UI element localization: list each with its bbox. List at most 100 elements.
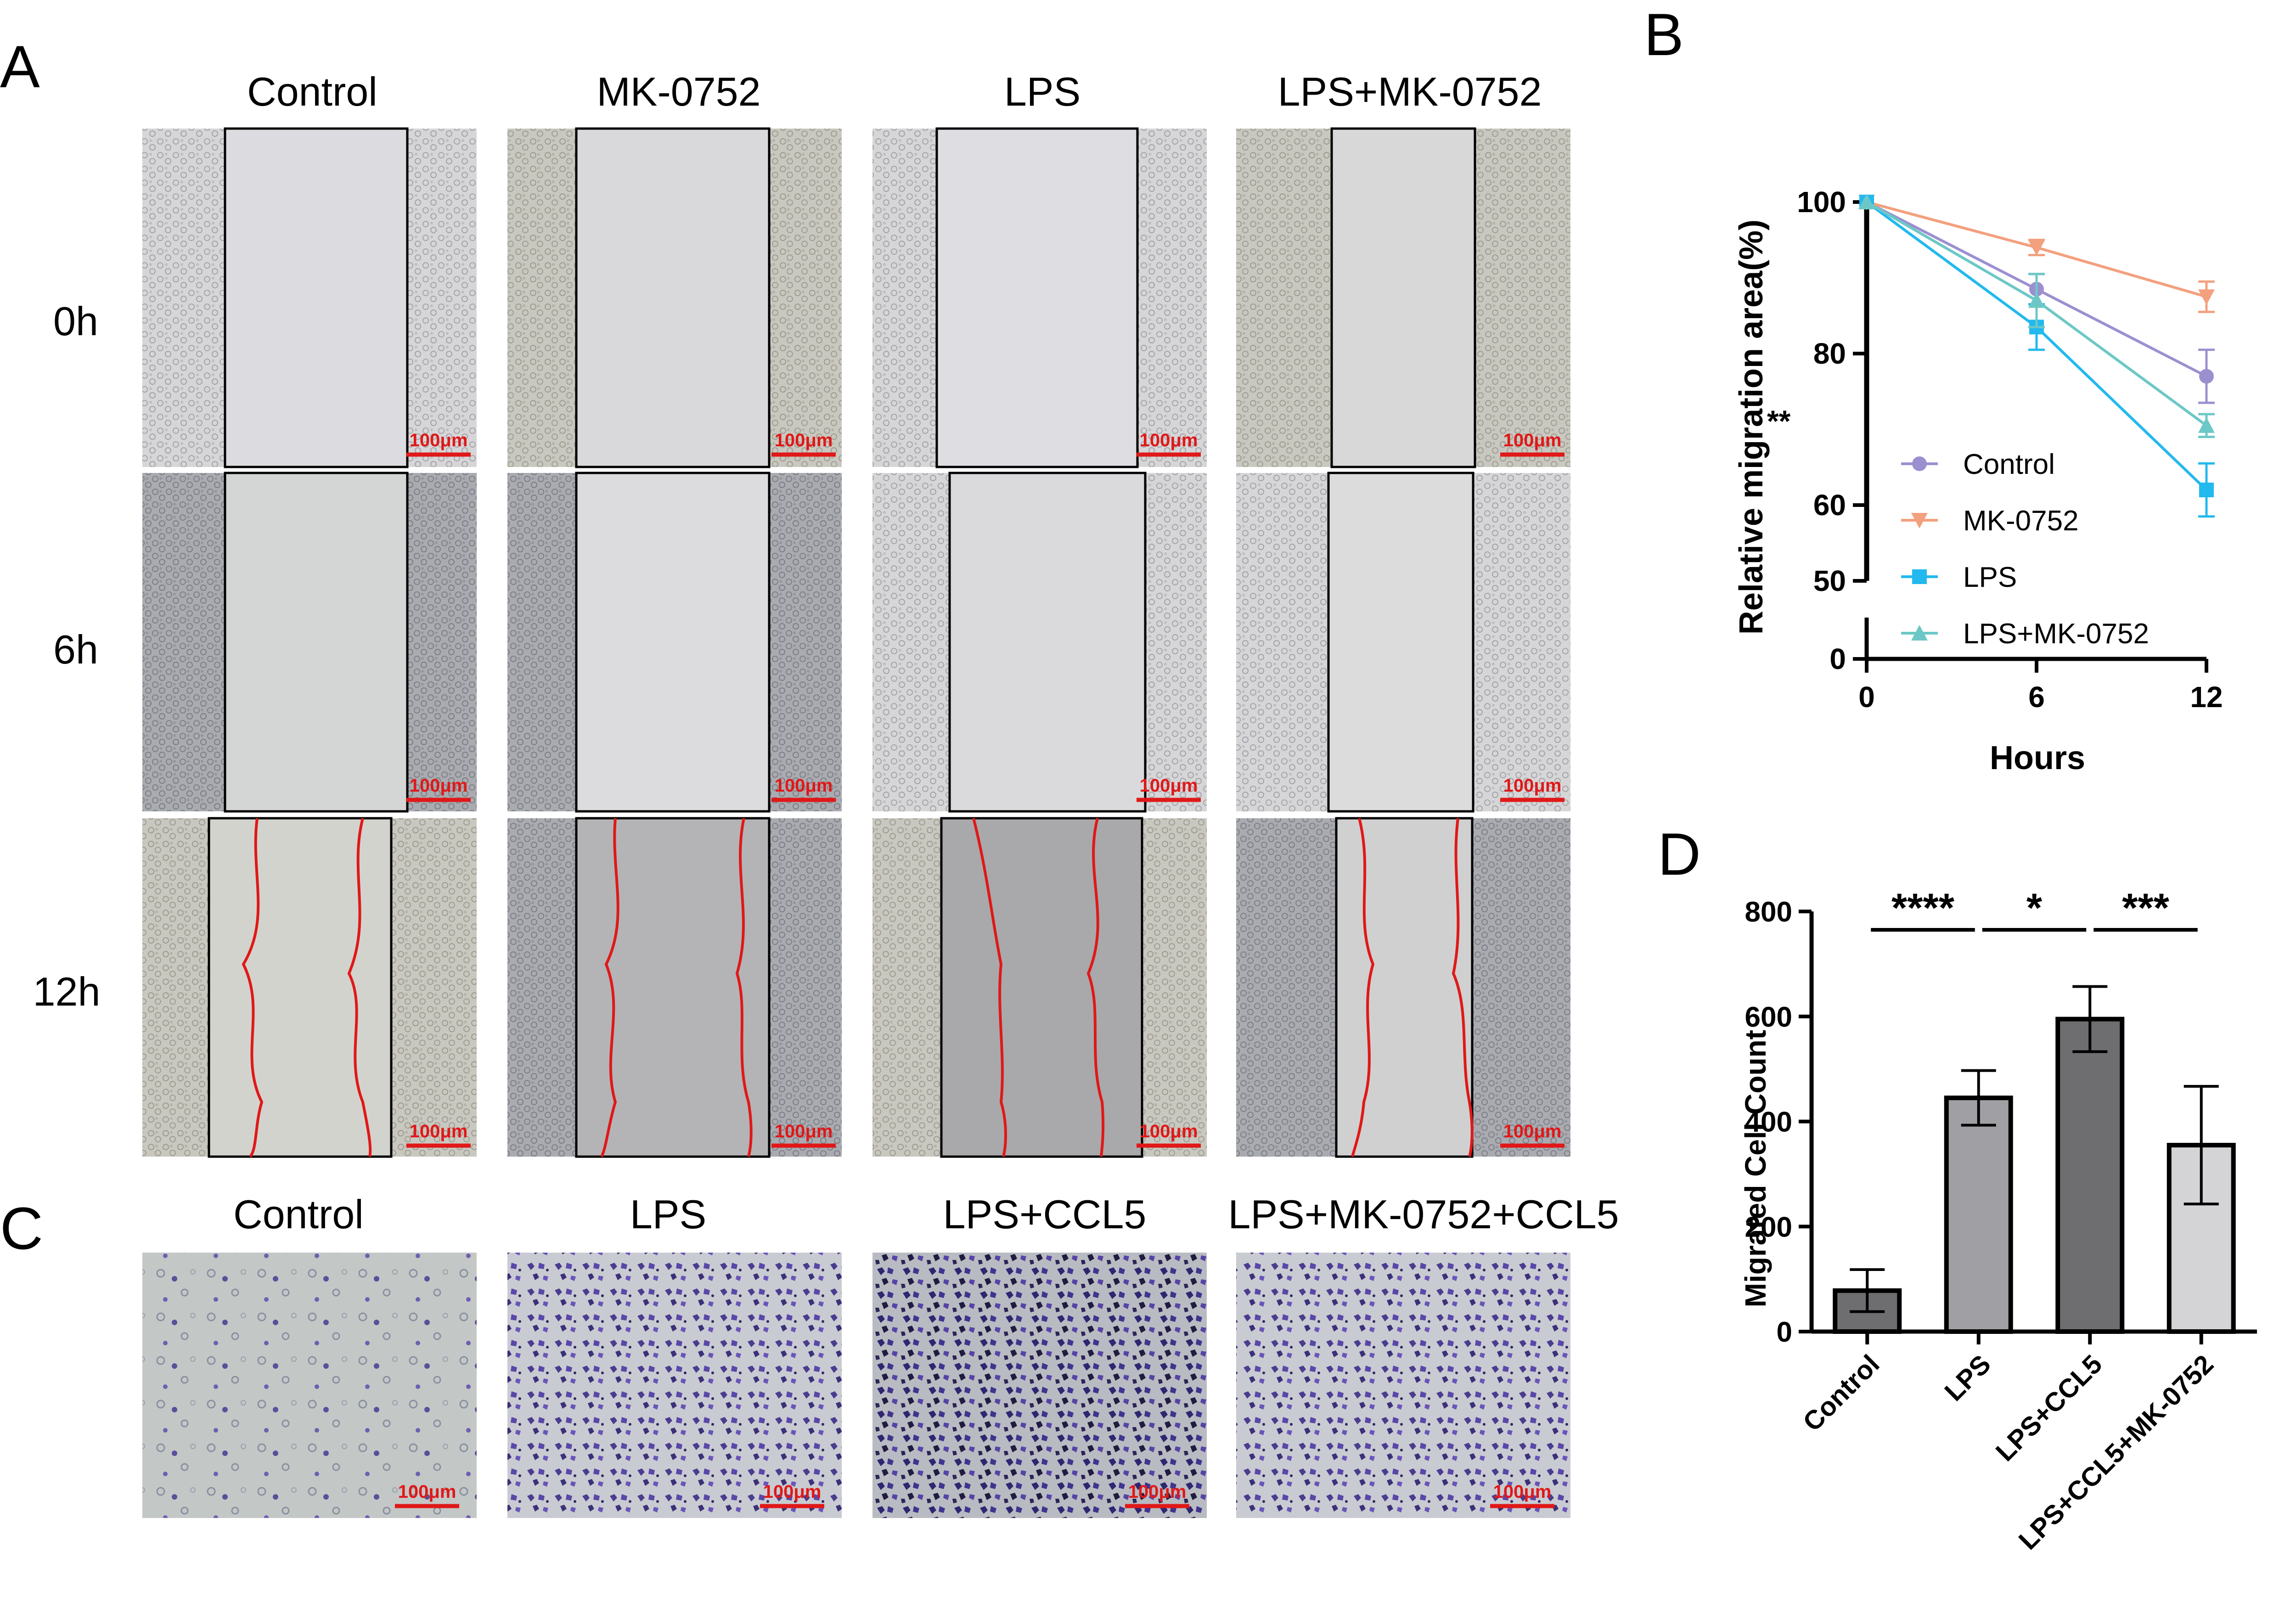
panel-label-a: A xyxy=(0,33,40,100)
y-tick-label: 200 xyxy=(1745,1211,1792,1243)
scratch-edge-right xyxy=(347,818,372,1157)
scale-bars-c: 100μm 100μm 100μm 100μm xyxy=(395,1482,1554,1508)
scale-bar-label: 100μm xyxy=(410,1121,468,1141)
scale-bar-label: 100μm xyxy=(398,1482,456,1502)
scale-bar-label: 100μm xyxy=(1503,430,1562,450)
scale-bar-label: 100μm xyxy=(1128,1482,1187,1502)
data-point xyxy=(2199,369,2214,384)
scale-bar-label: 100μm xyxy=(775,776,833,796)
panel-label-d: D xyxy=(1658,821,1701,888)
scale-bars-a: 100μm 100μm 100μm 100μm 100μm 100μm 100μm 100μm… xyxy=(406,430,1564,1148)
micrograph-0h-mk0752 xyxy=(507,127,842,468)
scale-bar-label: 100μm xyxy=(1503,776,1562,796)
significance-label: * xyxy=(2026,885,2043,930)
chart-b-significance: ** xyxy=(1767,404,1791,438)
chart-d-plot-area: 0 200 400 600 800 Control LPSLPS+CCL5LPS+CCL5+… xyxy=(1745,885,2257,1556)
significance-label: *** xyxy=(2122,885,2169,930)
legend-label: MK-0752 xyxy=(1963,505,2079,537)
micrograph-12h-mk0752 xyxy=(507,817,842,1158)
micrograph-c-lps-mk0752-ccl5 xyxy=(1236,1253,1570,1518)
y-tick-label: 600 xyxy=(1745,1001,1792,1033)
panel-a-col-title-control: Control xyxy=(247,69,377,114)
y-tick-label: 80 xyxy=(1813,337,1846,370)
scale-bar-label: 100μm xyxy=(1140,776,1198,796)
y-tick-label: 0 xyxy=(1829,642,1846,675)
x-tick-label: LPS+CCL5+MK-0752 xyxy=(2013,1349,2219,1555)
data-point xyxy=(2028,240,2045,256)
x-tick-label: LPS xyxy=(1939,1349,1997,1407)
panel-c: Control LPS LPS+CCL5 LPS+MK-0752+CCL5 10… xyxy=(142,1192,1619,1518)
y-tick-label: 0 xyxy=(1777,1316,1792,1348)
series-0: Control xyxy=(1859,195,2215,480)
scratch-edge-left xyxy=(1351,818,1375,1157)
scale-bar-label: 100μm xyxy=(1140,1121,1198,1141)
micrograph-c-lps xyxy=(507,1253,842,1518)
micrograph-c-lps-ccl5 xyxy=(872,1253,1207,1518)
y-tick-label: 50 xyxy=(1813,564,1846,597)
data-point xyxy=(1858,194,1875,209)
panel-a-col-title-mk0752: MK-0752 xyxy=(597,69,760,114)
scale-bar-label: 100μm xyxy=(763,1482,822,1502)
legend-label: LPS xyxy=(1963,562,2017,593)
panel-c-col-title-lps-ccl5: LPS+CCL5 xyxy=(943,1192,1147,1237)
panel-a: Control MK-0752 LPS LPS+MK-0752 0h 6h 12… xyxy=(33,69,1570,1158)
panel-a-col-title-lps-mk0752: LPS+MK-0752 xyxy=(1278,69,1542,114)
micrograph-0h-lps xyxy=(872,127,1207,468)
data-point xyxy=(2198,289,2215,305)
x-tick-label: 0 xyxy=(1858,680,1875,714)
legend-label: LPS+MK-0752 xyxy=(1963,618,2149,650)
micrograph-0h-lps-mk0752 xyxy=(1236,127,1570,468)
panel-d-bar-chart: Migrated Cell Count 0 200 400 600 800 Control… xyxy=(1739,885,2257,1556)
bar xyxy=(2055,1017,2125,1334)
scratch-edge-left xyxy=(600,818,619,1158)
panel-a-row-label-0h: 0h xyxy=(53,298,98,344)
data-point xyxy=(1912,456,1927,471)
panel-c-col-title-lps: LPS xyxy=(630,1192,706,1237)
scale-bar-label: 100μm xyxy=(775,1121,833,1141)
scratch-edge-left xyxy=(972,818,1007,1157)
panel-c-col-title-lps-mk0752-ccl5: LPS+MK-0752+CCL5 xyxy=(1228,1192,1619,1237)
micrograph-12h-lps xyxy=(872,817,1207,1158)
chart-d-ylabel: Migrated Cell Count xyxy=(1739,1030,1772,1307)
panel-a-col-title-lps: LPS xyxy=(1004,69,1080,114)
micrograph-c-control xyxy=(142,1253,477,1518)
data-point xyxy=(2198,417,2215,433)
micrograph-0h-control xyxy=(142,127,477,468)
data-point xyxy=(1912,569,1927,584)
scale-bar-label: 100μm xyxy=(410,776,468,796)
chart-b-xlabel: Hours xyxy=(1990,740,2085,776)
y-tick-label: 800 xyxy=(1745,896,1792,928)
scratch-edge-right xyxy=(1452,818,1474,1157)
panel-label-b: B xyxy=(1644,1,1684,68)
y-tick-label: 400 xyxy=(1745,1107,1792,1138)
series-1: MK-0752 xyxy=(1858,195,2215,537)
scale-bar-label: 100μm xyxy=(1140,430,1198,450)
panel-c-col-title-control: Control xyxy=(233,1192,364,1237)
micrograph-12h-lps-mk0752 xyxy=(1236,817,1570,1158)
data-point xyxy=(2199,483,2214,497)
panel-label-c: C xyxy=(0,1195,43,1262)
y-tick-label: 60 xyxy=(1813,489,1846,522)
chart-b-ylabel: Relative migration area(%) xyxy=(1733,219,1770,635)
x-tick-label: LPS+CCL5 xyxy=(1990,1349,2108,1467)
scale-bar-label: 100μm xyxy=(1493,1482,1552,1502)
micrograph-6h-lps-mk0752 xyxy=(1236,472,1570,813)
panel-a-row-label-6h: 6h xyxy=(53,627,98,672)
x-tick-label: Control xyxy=(1797,1349,1885,1437)
scratch-edge-right xyxy=(735,818,753,1157)
significance-label: **** xyxy=(1891,885,1955,930)
panel-a-row-label-12h: 12h xyxy=(33,969,101,1014)
chart-b-plot-area: 60 80 100 0 50 0 6 12 Control MK-0752 LPS LPS+MK-07… xyxy=(1797,186,2223,714)
bar xyxy=(1944,1096,2013,1334)
scale-bar-label: 100μm xyxy=(1503,1121,1562,1141)
micrograph-6h-control xyxy=(142,472,477,813)
panel-b-line-chart: Relative migration area(%) Hours ** 60 80… xyxy=(1733,186,2223,776)
legend-label: Control xyxy=(1963,449,2055,480)
x-tick-label: 12 xyxy=(2190,680,2223,714)
scale-bar-label: 100μm xyxy=(410,430,468,450)
y-tick-label: 100 xyxy=(1797,186,1846,219)
micrograph-6h-lps xyxy=(872,472,1207,813)
scratch-edge-left xyxy=(242,818,264,1158)
scratch-edge-right xyxy=(1086,818,1105,1157)
